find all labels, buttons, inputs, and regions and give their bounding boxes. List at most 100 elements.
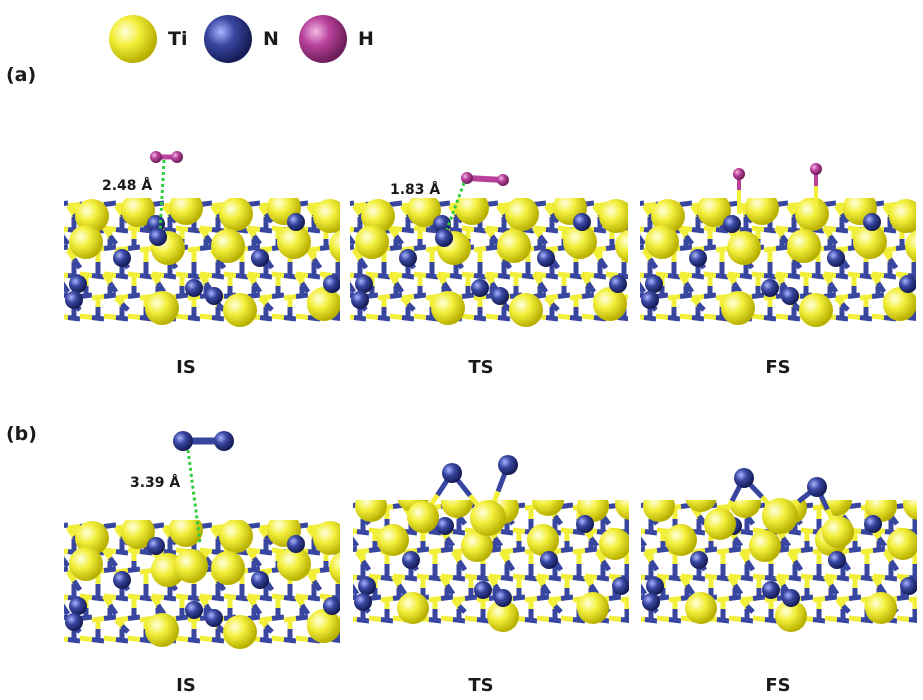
n-atom [612, 577, 629, 595]
n-atom [351, 291, 369, 309]
legend-ti-label: Ti [168, 28, 188, 50]
ti-atom [615, 500, 629, 520]
n-atom [399, 249, 417, 267]
caption-a-ts: TS [468, 357, 494, 378]
ti-atom [277, 547, 311, 581]
panel-a-label: (a) [6, 64, 37, 86]
distance-line [158, 159, 166, 234]
ti-atom [593, 287, 627, 321]
distance-label-a-ts: 1.83 Å [390, 182, 441, 198]
n-atom [761, 279, 779, 297]
n-atom [173, 431, 193, 451]
ti-atom [822, 516, 854, 548]
distance-label-b-is: 3.39 Å [130, 475, 181, 491]
n-atom [863, 213, 881, 231]
n-atom [69, 597, 87, 615]
legend-h-label: H [358, 28, 374, 50]
legend-h: H [298, 14, 374, 64]
ti-atom [487, 600, 519, 632]
ti-atom [121, 198, 155, 227]
n-atom [645, 275, 663, 293]
n-atom [899, 275, 916, 293]
h-atom [497, 174, 509, 186]
ti-atom [355, 225, 389, 259]
ti-atom [721, 291, 755, 325]
slab [350, 198, 628, 327]
ti-atom [307, 287, 340, 321]
h-atom [171, 151, 183, 163]
h-atom [733, 168, 745, 180]
ti-atom [145, 291, 179, 325]
n-atom [762, 581, 780, 599]
n-atom [205, 287, 223, 305]
n-atom [65, 291, 83, 309]
n-atom [402, 551, 420, 569]
n-atom [689, 249, 707, 267]
ti-atom [219, 520, 253, 553]
ti-atom [762, 498, 798, 534]
n-atom [864, 515, 882, 533]
n-atom [641, 291, 659, 309]
panel-b-label: (b) [6, 423, 37, 445]
n-atom [576, 515, 594, 533]
ti-atom [704, 508, 736, 540]
h-atom-icon [299, 15, 347, 63]
ti-atom [527, 524, 559, 556]
ti-atom [211, 229, 245, 263]
n-atom [251, 249, 269, 267]
n-atom [436, 517, 454, 535]
ti-atom [174, 549, 208, 583]
ti-atom [377, 524, 409, 556]
ti-atom [223, 293, 257, 327]
slab [64, 198, 340, 327]
ti-atom [75, 199, 109, 233]
n-atom [642, 593, 660, 611]
ti-atom [853, 225, 887, 259]
ti-atom [729, 500, 761, 518]
n-atom [609, 275, 627, 293]
ti-atom [497, 229, 531, 263]
slab [353, 500, 629, 632]
n-atom [474, 581, 492, 599]
ti-atom [505, 198, 539, 231]
ti-atom [145, 613, 179, 647]
slab [64, 520, 340, 649]
ti-atom [665, 524, 697, 556]
ti-atom [883, 287, 916, 321]
n-atom [900, 577, 917, 595]
n-atom [185, 279, 203, 297]
caption-b-ts: TS [468, 675, 494, 696]
ti-atom [615, 229, 628, 263]
n-atom [498, 455, 518, 475]
distance-label-a-is: 2.48 Å [102, 178, 153, 194]
n-atom [540, 551, 558, 569]
legend-ti: Ti [108, 14, 187, 64]
n-atom [323, 275, 340, 293]
ti-atom [313, 521, 340, 555]
ti-atom [889, 199, 916, 233]
n-atom [723, 215, 741, 233]
ti-atom [277, 225, 311, 259]
ti-atom [643, 500, 675, 522]
ti-atom [313, 199, 340, 233]
ti-atom [685, 592, 717, 624]
ti-atom [69, 547, 103, 581]
ti-atom [887, 528, 917, 560]
ti-atom [397, 592, 429, 624]
ti-atom [745, 198, 779, 225]
ti-atom [685, 500, 717, 512]
n-atom-icon [204, 15, 252, 63]
n-atom [149, 228, 167, 246]
ti-atom [329, 230, 340, 262]
ti-atom [355, 500, 387, 522]
ti-atom-icon [109, 15, 157, 63]
slab [641, 500, 917, 632]
n-atom [251, 571, 269, 589]
ti-atom [169, 520, 203, 547]
n-atom [214, 431, 234, 451]
ti-atom [211, 551, 245, 585]
slab [640, 198, 916, 327]
ti-atom [651, 199, 685, 233]
ti-atom [799, 293, 833, 327]
n-atom [782, 589, 800, 607]
